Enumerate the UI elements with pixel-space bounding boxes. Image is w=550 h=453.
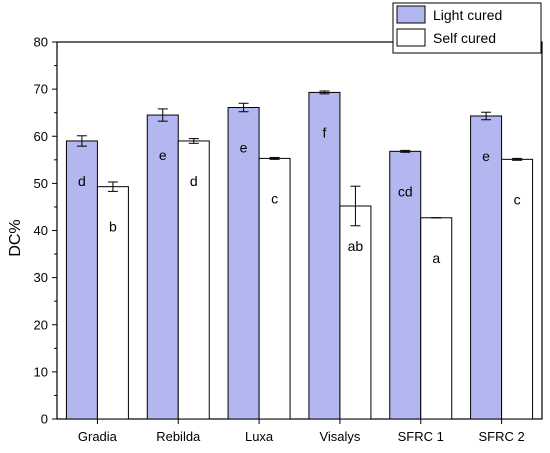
bar: [420, 217, 453, 420]
y-tick-label: 50: [34, 176, 48, 191]
y-tick-label: 70: [34, 82, 48, 97]
x-tick-label: Luxa: [245, 429, 274, 444]
x-tick-label: Rebilda: [156, 429, 201, 444]
legend: Light cured Self cured: [392, 2, 542, 54]
y-tick-label: 40: [34, 223, 48, 238]
bar: [470, 115, 503, 420]
bar: [339, 205, 372, 420]
significance-letter: c: [271, 190, 278, 206]
y-tick-label: 20: [34, 317, 48, 332]
x-tick-label: SFRC 2: [478, 429, 524, 444]
y-tick-label: 0: [41, 412, 48, 427]
significance-letter: d: [78, 173, 86, 189]
plot-frame: [56, 41, 543, 420]
legend-swatch: [396, 28, 426, 47]
y-tick-label: 10: [34, 364, 48, 379]
bar: [308, 91, 341, 420]
significance-letter: f: [322, 124, 326, 140]
plot-area: 0 10 20 30 40 50 60 70 80 Gradia d b Rebilda e d Luxa e c…: [34, 35, 543, 444]
significance-letter: e: [482, 148, 490, 164]
bar: [227, 107, 260, 420]
y-tick-label: 80: [34, 35, 48, 50]
significance-letter: ab: [348, 238, 364, 254]
y-axis-title: DC%: [7, 219, 24, 256]
legend-swatch: [396, 5, 426, 24]
significance-letter: d: [190, 173, 198, 189]
legend-label: Self cured: [433, 30, 496, 46]
bar: [501, 158, 534, 420]
bar: [146, 114, 179, 420]
significance-letter: e: [240, 140, 248, 156]
legend-label: Light cured: [433, 7, 502, 23]
significance-letter: b: [109, 219, 117, 235]
y-tick-label: 60: [34, 129, 48, 144]
bar: [96, 186, 129, 420]
significance-letter: cd: [398, 183, 413, 199]
x-tick-label: Gradia: [78, 429, 118, 444]
x-tick-label: Visalys: [319, 429, 360, 444]
significance-letter: e: [159, 147, 167, 163]
bar: [258, 157, 291, 420]
significance-letter: c: [514, 191, 521, 207]
y-tick-label: 30: [34, 270, 48, 285]
significance-letter: a: [432, 250, 440, 266]
bar: [389, 150, 422, 420]
x-tick-label: SFRC 1: [398, 429, 444, 444]
